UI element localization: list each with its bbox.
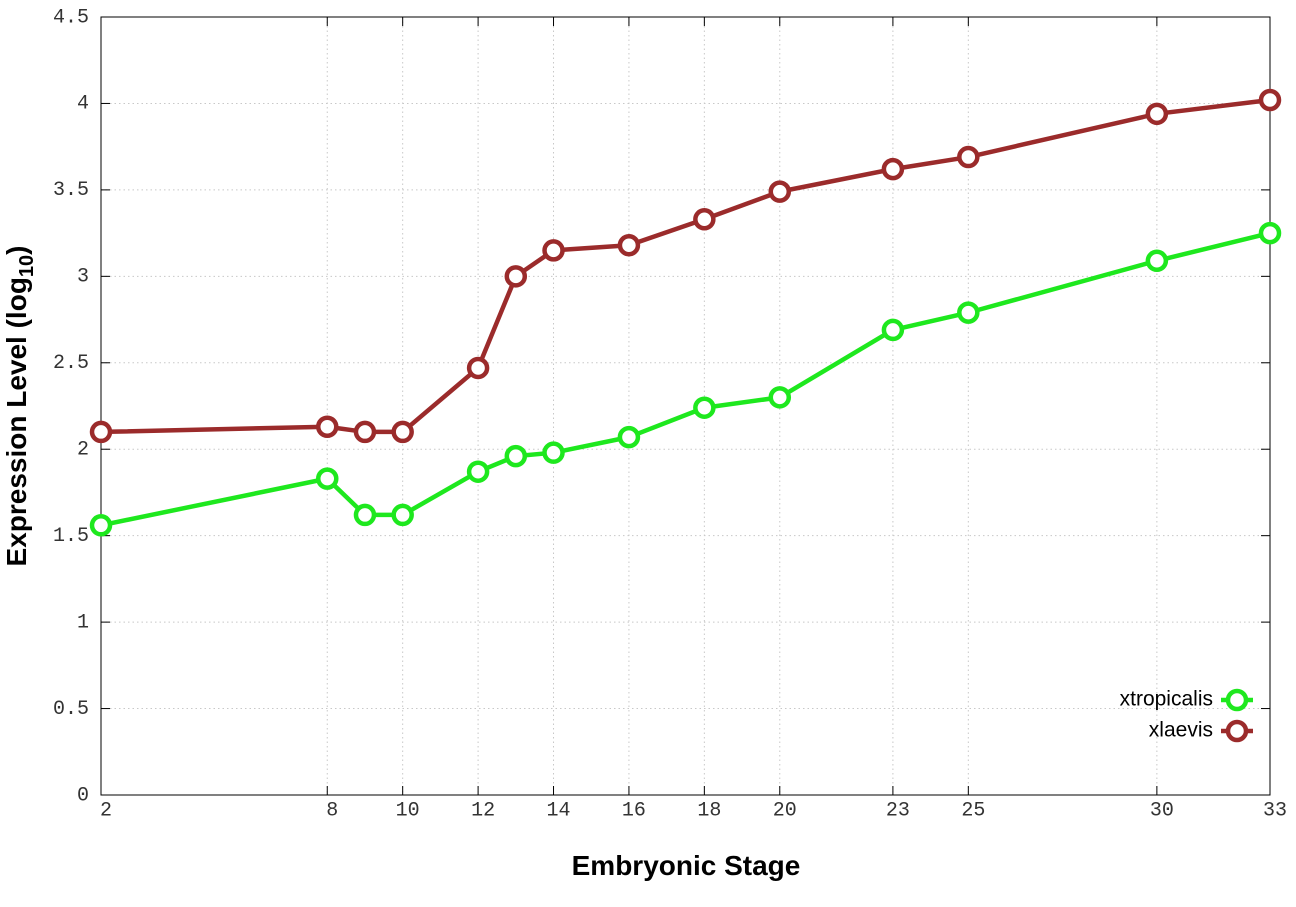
x-tick-label: 23 xyxy=(886,799,910,822)
marker xyxy=(1145,249,1169,273)
plot-frame xyxy=(100,16,1271,796)
y-tick-label: 3.5 xyxy=(53,179,89,202)
y-label-subscript: 10 xyxy=(16,255,38,277)
marker xyxy=(353,503,377,527)
marker xyxy=(504,265,528,288)
marker xyxy=(1145,102,1169,126)
x-tick-label: 10 xyxy=(396,799,420,822)
marker xyxy=(316,467,339,490)
x-tick-label: 8 xyxy=(326,799,338,822)
y-tick-label: 3 xyxy=(77,266,89,289)
x-tick-label: 25 xyxy=(961,799,985,822)
y-axis-label: Expression Level (log10) xyxy=(1,246,38,567)
x-tick-label: 18 xyxy=(697,799,721,822)
marker xyxy=(542,441,565,464)
marker xyxy=(881,318,905,342)
x-tick-label: 2 xyxy=(100,799,112,822)
marker xyxy=(693,396,716,419)
x-tick-label: 30 xyxy=(1150,799,1174,822)
x-tick-label: 20 xyxy=(773,799,797,822)
y-label: Expression Level (log10) xyxy=(1,246,38,567)
marker xyxy=(881,157,905,181)
y-tick-label: 2.5 xyxy=(53,352,89,375)
y-tick-label: 2 xyxy=(77,439,89,462)
y-tick-label: 0.5 xyxy=(53,698,89,721)
marker xyxy=(466,356,490,380)
marker xyxy=(617,425,641,449)
marker xyxy=(89,514,113,537)
legend-label: xtropicalis xyxy=(1120,688,1213,711)
marker xyxy=(693,208,716,231)
y-tick-label: 4 xyxy=(77,93,89,116)
y-tick-label: 0 xyxy=(77,784,89,807)
marker xyxy=(391,420,414,444)
marker xyxy=(1258,221,1282,245)
marker xyxy=(353,420,377,444)
marker xyxy=(768,180,792,203)
x-tick-label: 14 xyxy=(547,799,571,822)
series-line xyxy=(100,97,1271,435)
series-line xyxy=(100,230,1271,528)
marker xyxy=(617,233,641,257)
y-tick-label: 1.5 xyxy=(53,525,89,548)
x-axis-label: Embryonic Stage xyxy=(572,850,801,881)
x-tick-label: 33 xyxy=(1263,799,1287,822)
marker xyxy=(504,444,528,468)
legend-marker xyxy=(1225,688,1249,712)
marker xyxy=(957,145,980,169)
marker xyxy=(1258,88,1282,112)
marker xyxy=(89,420,113,444)
y-tick-label: 4.5 xyxy=(53,6,89,29)
marker xyxy=(542,239,565,262)
legend-label: xlaevis xyxy=(1149,719,1213,742)
y-tick-label: 1 xyxy=(77,611,89,634)
x-tick-label: 16 xyxy=(622,799,646,822)
x-tick-label: 12 xyxy=(471,799,495,822)
marker xyxy=(768,386,792,409)
y-label-text: Expression Level (log xyxy=(1,277,32,566)
marker xyxy=(957,301,980,324)
marker xyxy=(391,503,414,527)
marker xyxy=(316,415,339,438)
legend-marker xyxy=(1225,719,1249,743)
marker xyxy=(466,460,490,483)
y-label-suffix: ) xyxy=(1,246,32,255)
